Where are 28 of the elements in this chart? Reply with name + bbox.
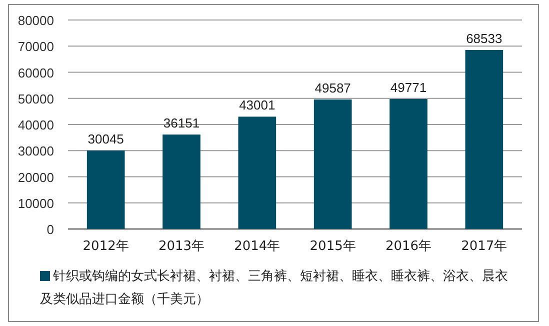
- data-label: 68533: [466, 30, 502, 46]
- data-label: 49771: [390, 80, 427, 95]
- y-tick-label: 10000: [18, 196, 54, 211]
- data-label: 36151: [163, 116, 200, 131]
- y-tick-label: 50000: [18, 91, 54, 106]
- bar: [465, 50, 504, 229]
- x-tick-label: 2015年: [310, 239, 356, 254]
- bar: [238, 116, 276, 229]
- y-tick-label: 20000: [18, 170, 54, 185]
- x-tick-label: 2014年: [234, 239, 280, 254]
- y-tick-label: 80000: [18, 13, 54, 28]
- bar: [162, 134, 200, 229]
- x-tick-label: 2017年: [461, 239, 508, 254]
- data-label: 30045: [88, 132, 124, 147]
- y-tick-label: 0: [46, 222, 54, 237]
- x-tick-label: 2012年: [82, 239, 129, 254]
- data-label: 49587: [314, 80, 351, 96]
- y-tick-label: 70000: [18, 39, 54, 54]
- y-tick-label: 60000: [18, 65, 54, 80]
- y-tick-label: 30000: [18, 144, 54, 159]
- x-tick-label: 2013年: [158, 239, 205, 254]
- bar: [86, 150, 125, 229]
- y-tick-label: 40000: [18, 118, 54, 132]
- data-label: 43001: [239, 98, 276, 113]
- x-tick-label: 2016年: [385, 239, 432, 254]
- bar: [390, 98, 428, 229]
- bar: [314, 99, 352, 229]
- legend-label: 针织或钩编的女式长衬裙、衬裙、三角裤、短衬裙、睡衣、睡衣裤、浴衣、晨衣及类似品进口金额（千美元）: [40, 269, 508, 307]
